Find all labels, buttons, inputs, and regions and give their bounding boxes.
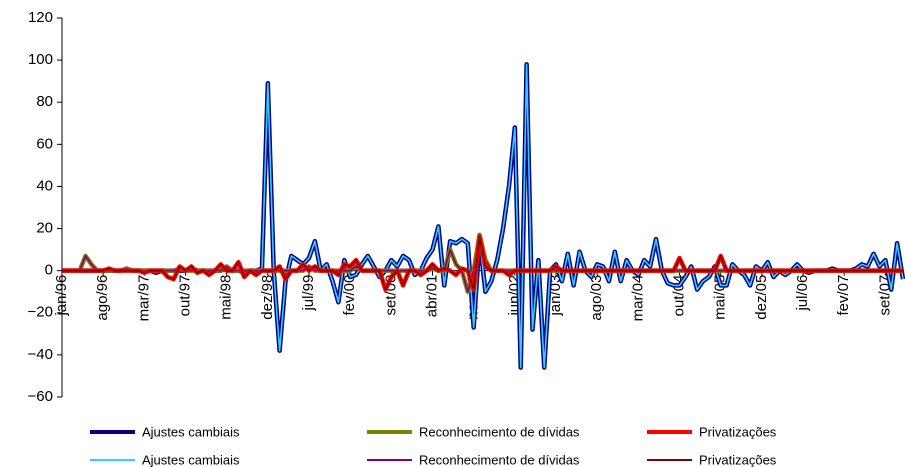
x-tick-label: mar/97 bbox=[135, 275, 152, 322]
y-tick-label: 60 bbox=[36, 135, 53, 152]
legend-label: Reconhecimento de dívidas bbox=[419, 424, 580, 439]
x-tick-label: fev/00 bbox=[341, 275, 358, 316]
legend: Ajustes cambiais Ajustes cambiais Reconhec… bbox=[90, 424, 777, 467]
legend-label: Reconhecimento de dívidas bbox=[419, 452, 580, 467]
legend-label: Ajustes cambiais bbox=[142, 452, 240, 467]
x-tick-label: ago/03 bbox=[588, 275, 605, 321]
y-tick-label: −40 bbox=[28, 346, 53, 363]
x-tick-label: mar/04 bbox=[629, 275, 646, 322]
y-tick-label: 40 bbox=[36, 177, 53, 194]
legend-label: Privatizações bbox=[699, 424, 777, 439]
legend-label: Privatizações bbox=[699, 452, 777, 467]
series-line bbox=[62, 63, 904, 369]
x-tick-label: out/97 bbox=[176, 275, 193, 317]
y-tick-label: 0 bbox=[45, 262, 53, 279]
x-tick-label: jul/99 bbox=[300, 275, 317, 312]
x-tick-label: dez/98 bbox=[259, 275, 276, 320]
y-tick-label: 100 bbox=[28, 51, 53, 68]
series-line bbox=[62, 236, 903, 291]
legend-label: Ajustes cambiais bbox=[142, 424, 240, 439]
x-tick-label: dez/05 bbox=[753, 275, 770, 320]
y-tick-label: −60 bbox=[28, 388, 53, 405]
x-tick-label: abr/01 bbox=[423, 275, 440, 318]
x-tick-label: fev/07 bbox=[835, 275, 852, 316]
x-tick-label: mai/98 bbox=[218, 275, 235, 320]
y-tick-label: −20 bbox=[28, 304, 53, 321]
x-tick-label: jul/06 bbox=[794, 275, 811, 312]
y-tick-label: 20 bbox=[36, 220, 53, 237]
x-tick-label: ago/96 bbox=[94, 275, 111, 321]
y-tick-label: 120 bbox=[28, 9, 53, 26]
series-line-outline bbox=[62, 62, 905, 370]
x-tick-label: jan/96 bbox=[53, 275, 70, 317]
y-tick-label: 80 bbox=[36, 93, 53, 110]
